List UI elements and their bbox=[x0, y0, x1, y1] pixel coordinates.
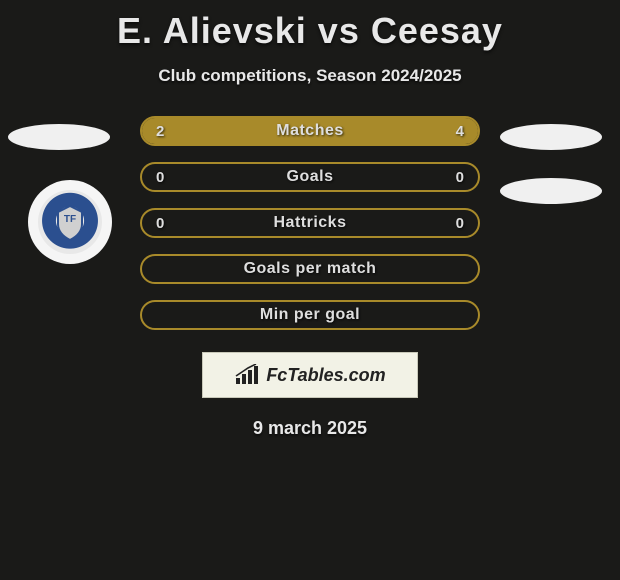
stat-bar-matches: 2 Matches 4 bbox=[140, 116, 480, 146]
stat-label: Matches bbox=[142, 122, 478, 140]
chart-icon bbox=[234, 364, 260, 386]
stat-value-right: 0 bbox=[456, 215, 464, 232]
stats-container: 2 Matches 4 0 Goals 0 0 Hattricks 0 Goal… bbox=[140, 116, 480, 330]
stat-bar-min-per-goal: Min per goal bbox=[140, 300, 480, 330]
page-title: E. Alievski vs Ceesay bbox=[0, 0, 620, 52]
stat-bar-hattricks: 0 Hattricks 0 bbox=[140, 208, 480, 238]
stat-value-right: 4 bbox=[456, 123, 464, 140]
svg-text:TF: TF bbox=[64, 214, 76, 225]
club-left-badge: TF bbox=[28, 180, 112, 264]
stat-value-right: 0 bbox=[456, 169, 464, 186]
stat-label: Goals bbox=[142, 168, 478, 186]
stat-label: Goals per match bbox=[142, 260, 478, 278]
stat-label: Hattricks bbox=[142, 214, 478, 232]
stat-bar-goals: 0 Goals 0 bbox=[140, 162, 480, 192]
stat-bar-goals-per-match: Goals per match bbox=[140, 254, 480, 284]
club-badge-icon: TF bbox=[38, 190, 102, 254]
stat-label: Min per goal bbox=[142, 306, 478, 324]
brand-text: FcTables.com bbox=[266, 365, 385, 386]
player-left-placeholder bbox=[8, 124, 110, 150]
brand-box: FcTables.com bbox=[202, 352, 418, 398]
player-right-placeholder bbox=[500, 124, 602, 150]
subtitle: Club competitions, Season 2024/2025 bbox=[0, 66, 620, 86]
club-right-placeholder bbox=[500, 178, 602, 204]
date-text: 9 march 2025 bbox=[0, 418, 620, 439]
